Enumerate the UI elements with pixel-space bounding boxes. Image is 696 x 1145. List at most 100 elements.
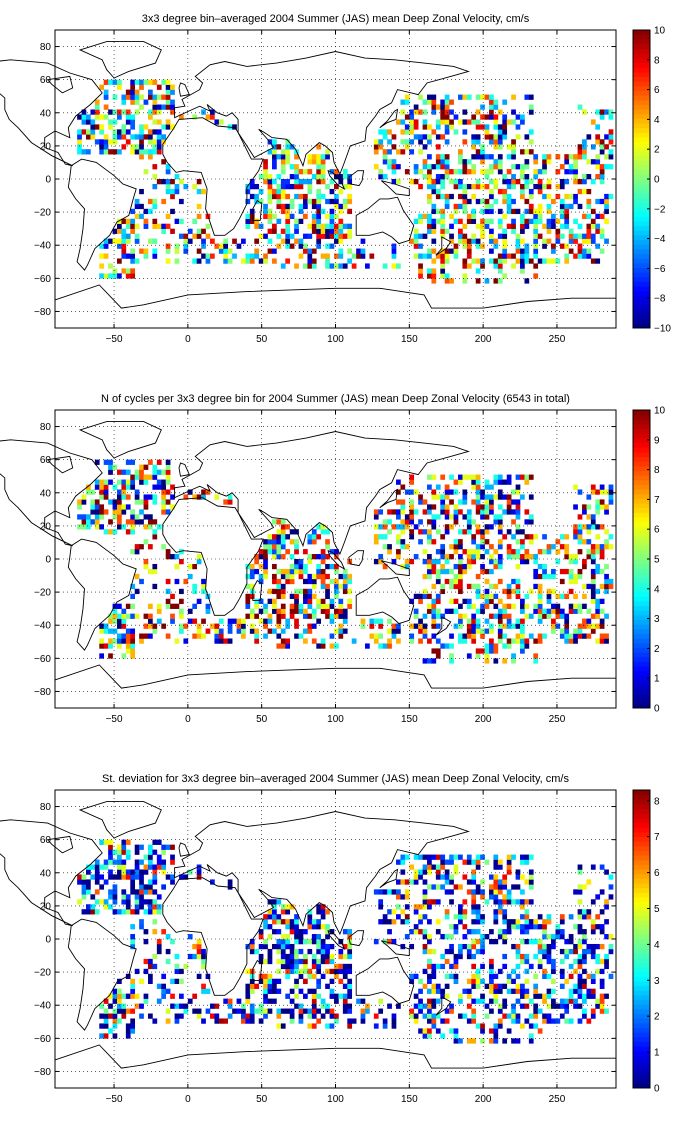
data-cell [130,909,136,915]
data-cell [369,623,375,629]
data-cell [254,613,260,619]
data-cell [497,613,503,619]
data-cell [440,109,446,115]
data-cell [94,459,100,465]
data-cell [258,1008,264,1014]
data-cell [294,993,299,999]
data-cell [586,514,592,520]
data-cell [444,958,450,965]
data-cell [294,593,299,600]
data-cell [489,258,494,264]
data-cell [316,1008,322,1014]
data-cell [511,499,516,505]
data-cell [489,884,494,890]
colorbar-step [633,489,650,495]
data-cell [254,603,260,609]
data-cell [298,253,304,259]
data-cell [192,618,198,624]
data-cell [542,169,547,175]
data-cell [458,638,463,644]
data-cell [325,263,330,269]
data-cell [422,943,428,950]
data-cell [285,924,291,930]
data-cell [289,608,295,614]
data-cell [130,208,136,215]
data-cell [515,963,521,970]
data-cell [493,1033,499,1039]
data-cell [272,943,277,950]
data-cell [148,978,153,984]
data-cell [506,973,512,980]
data-cell [139,474,144,480]
data-cell [125,218,131,224]
data-cell [559,914,565,920]
data-cell [524,988,530,994]
colorbar-tick-label: 10 [654,406,666,417]
chart-panel-1: 3x3 degree bin–averaged 2004 Summer (JAS… [0,13,671,345]
data-cell [148,879,153,885]
data-cell [515,529,521,535]
data-cell [524,534,530,540]
data-cell [267,934,273,940]
data-cell [427,99,432,105]
data-cell [232,1008,237,1014]
data-cell [90,119,96,125]
data-cell [117,909,122,915]
data-cell [139,139,144,145]
data-cell [427,253,432,259]
data-cell [577,958,583,965]
colorbar-tick-label: 1 [654,674,660,685]
data-cell [586,633,592,639]
data-cell [564,213,570,220]
data-cell [480,978,485,984]
data-cell [125,233,131,239]
data-cell [165,499,171,505]
data-cell [559,958,565,965]
data-cell [533,243,539,249]
colorbar-step [633,652,650,658]
data-cell [449,119,454,125]
data-cell [573,593,578,600]
data-cell [431,218,437,224]
data-cell [396,514,401,520]
data-cell [192,1008,198,1014]
data-cell [276,144,282,150]
data-cell [506,198,512,205]
data-cell [409,504,415,510]
data-cell [564,948,570,955]
data-cell [210,109,215,115]
data-cell [170,554,175,560]
data-cell [156,943,162,950]
data-cell [573,253,578,259]
data-cell [413,124,419,130]
data-cell [440,183,446,190]
data-cell [542,154,547,160]
data-cell [143,864,149,870]
data-cell [475,504,481,510]
data-cell [511,139,516,145]
data-cell [152,203,158,210]
data-cell [103,139,109,145]
data-cell [77,879,82,885]
data-cell [599,549,605,555]
data-cell [130,134,136,140]
data-cell [86,514,91,520]
data-cell [595,213,601,220]
data-cell [404,854,410,860]
colorbar-tick-label: 4 [654,584,660,595]
data-cell [311,1013,317,1019]
data-cell [338,238,344,244]
data-cell [165,603,171,609]
data-cell [139,188,144,195]
data-cell [170,208,175,215]
data-cell [599,998,605,1004]
data-cell [604,489,609,495]
data-cell [515,618,521,624]
data-cell [533,248,539,254]
data-cell [440,534,446,540]
data-cell [497,519,503,525]
data-cell [418,1003,423,1009]
data-cell [294,924,299,930]
data-cell [555,613,561,619]
data-cell [590,924,596,930]
